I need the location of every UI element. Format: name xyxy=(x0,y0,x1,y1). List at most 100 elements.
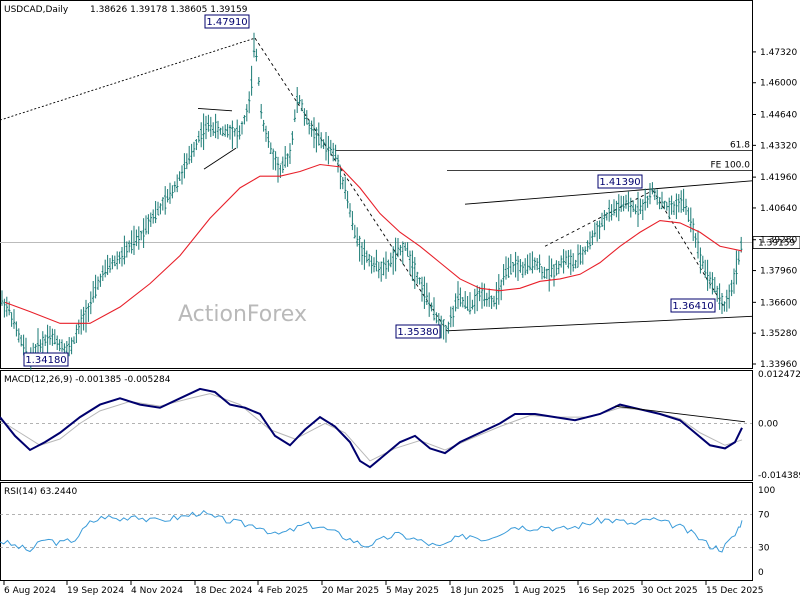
price-bar xyxy=(476,285,479,312)
price-bar xyxy=(351,211,354,231)
price-bar xyxy=(329,139,332,156)
price-bar xyxy=(10,311,13,327)
price-bar xyxy=(377,261,380,279)
price-callout-text: 1.35380 xyxy=(397,327,438,338)
price-bar xyxy=(101,265,104,281)
price-bar xyxy=(627,191,630,212)
price-bar xyxy=(363,239,366,270)
price-bar xyxy=(408,250,412,275)
price-bar xyxy=(416,271,419,284)
price-bar xyxy=(77,319,80,335)
price-bar xyxy=(576,244,580,268)
price-bar xyxy=(612,199,616,216)
price-bar xyxy=(672,201,676,215)
price-bar xyxy=(310,120,313,137)
price-bar xyxy=(598,220,601,240)
trend-line xyxy=(446,315,753,332)
price-bar xyxy=(104,259,107,278)
price-bar xyxy=(82,306,85,331)
price-bar xyxy=(670,195,673,215)
price-bar xyxy=(423,276,426,309)
price-bar xyxy=(413,257,416,289)
price-bar xyxy=(116,251,119,270)
price-y-tick-label: 1.43320 xyxy=(760,141,797,151)
price-bar xyxy=(464,291,467,310)
price-bar xyxy=(252,32,256,58)
price-bar xyxy=(596,221,599,242)
price-bar xyxy=(557,260,560,275)
trend-line xyxy=(197,107,233,112)
price-bar xyxy=(622,195,625,212)
price-bar xyxy=(192,141,196,157)
trend-line xyxy=(254,37,448,332)
price-bar xyxy=(663,200,666,210)
price-bar xyxy=(336,154,340,173)
moving-average-line xyxy=(4,163,743,324)
price-bar xyxy=(132,225,136,255)
price-bar xyxy=(44,334,47,347)
price-bar xyxy=(180,165,184,185)
price-bar xyxy=(480,282,484,309)
price-y-tick-label: 1.39280 xyxy=(760,236,797,246)
price-bar xyxy=(39,339,42,353)
price-bar xyxy=(243,115,246,125)
price-bar xyxy=(296,86,299,113)
price-bar xyxy=(111,255,114,270)
price-bar xyxy=(226,124,229,138)
price-bar xyxy=(524,258,527,276)
trend-line xyxy=(464,180,753,205)
price-bar xyxy=(248,91,251,114)
price-bar xyxy=(315,127,318,153)
price-bar xyxy=(94,274,97,299)
price-bar xyxy=(120,246,124,267)
price-bar xyxy=(365,250,368,263)
price-bar xyxy=(332,142,335,162)
price-bar xyxy=(183,153,186,179)
price-bar xyxy=(639,198,642,215)
price-bar xyxy=(615,200,618,218)
trend-line xyxy=(652,190,725,308)
price-bar xyxy=(574,259,577,269)
price-bar xyxy=(233,128,236,137)
price-bar xyxy=(603,209,606,231)
price-bar xyxy=(286,153,289,167)
rsi-y-tick-label: 30 xyxy=(758,543,770,553)
price-bar xyxy=(490,295,493,309)
price-bar xyxy=(106,254,109,276)
price-bar xyxy=(224,124,227,137)
price-bar xyxy=(665,201,668,211)
price-bar xyxy=(341,177,344,190)
price-bar xyxy=(260,103,263,119)
price-bar xyxy=(471,299,474,310)
price-bar xyxy=(687,207,690,223)
price-bar xyxy=(5,296,8,317)
price-bar xyxy=(444,324,448,343)
price-bar xyxy=(300,99,304,112)
macd-signal-line xyxy=(0,393,743,462)
price-bar xyxy=(327,135,330,165)
price-y-tick-label: 1.33960 xyxy=(760,360,797,370)
price-bar xyxy=(425,282,428,305)
chart-header-symbol: USDCAD,Daily xyxy=(4,5,69,15)
price-bar xyxy=(711,272,714,295)
price-bar xyxy=(579,245,582,265)
price-bar xyxy=(456,281,460,310)
price-bar xyxy=(540,266,544,280)
price-bar xyxy=(569,249,572,276)
x-tick-label: 5 May 2025 xyxy=(386,586,439,596)
price-bar xyxy=(732,268,736,294)
price-y-tick-label: 1.47320 xyxy=(760,48,797,58)
price-bar xyxy=(250,65,253,96)
price-bar xyxy=(533,257,536,270)
price-bar xyxy=(60,339,64,352)
price-bar xyxy=(641,199,644,221)
price-bar xyxy=(682,188,685,212)
rsi-layer xyxy=(0,509,752,553)
price-bar xyxy=(394,237,397,272)
price-bar xyxy=(713,277,716,293)
price-bar xyxy=(255,48,258,62)
price-bar xyxy=(113,255,116,267)
price-bar xyxy=(257,77,260,86)
price-bar xyxy=(552,264,556,287)
x-tick-label: 30 Oct 2025 xyxy=(642,586,698,596)
